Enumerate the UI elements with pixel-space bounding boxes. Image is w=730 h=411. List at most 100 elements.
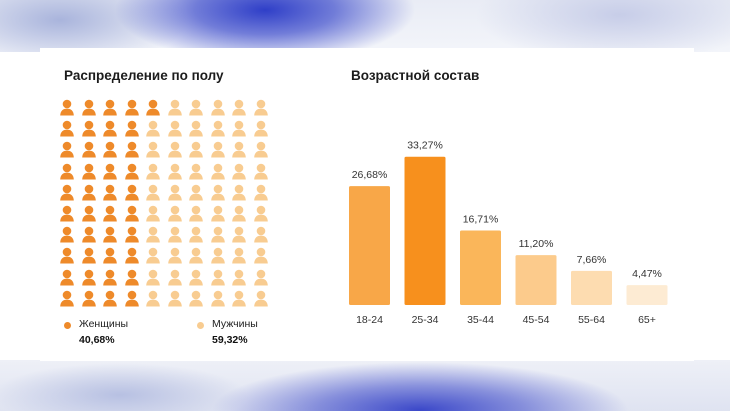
person-icon: [253, 269, 268, 286]
person-icon: [253, 290, 268, 307]
bar-35-44: [460, 230, 501, 305]
person-icon: [167, 290, 182, 307]
category-tick-label: 55-64: [578, 314, 605, 326]
person-icon: [124, 184, 139, 201]
women-legend-value: 40,68%: [79, 334, 115, 346]
person-icon: [253, 99, 268, 116]
person-icon: [103, 142, 117, 158]
person-icon: [232, 248, 246, 264]
person-icon: [60, 142, 74, 158]
category-tick-label: 65+: [638, 314, 656, 326]
person-icon: [81, 269, 96, 286]
person-icon: [60, 184, 74, 201]
person-icon: [124, 99, 139, 116]
bar-value-label: 11,20%: [519, 238, 554, 250]
person-icon: [210, 226, 225, 243]
person-icon: [103, 205, 117, 222]
gender-distribution-title: Распределение по полу: [64, 68, 224, 83]
person-icon: [232, 163, 246, 180]
person-icon: [103, 290, 117, 307]
person-icon: [189, 99, 203, 116]
category-tick-label: 45-54: [523, 314, 550, 326]
women-legend-dot: [64, 322, 71, 329]
person-icon: [189, 226, 203, 243]
person-icon: [124, 205, 139, 222]
person-icon: [103, 248, 117, 264]
person-icon: [81, 163, 96, 180]
person-icon: [124, 142, 139, 158]
person-icon: [232, 184, 246, 201]
person-icon: [232, 269, 246, 286]
background-bottom-texture: [0, 360, 730, 411]
men-legend-dot: [197, 322, 204, 329]
person-icon: [210, 248, 225, 264]
bar-25-34: [404, 156, 446, 305]
infographic-card: Распределение по полу Возрастной состав …: [40, 48, 694, 361]
bar-18-24: [349, 186, 390, 305]
person-icon: [253, 226, 268, 243]
person-icon: [81, 184, 96, 201]
category-tick-label: 35-44: [467, 314, 494, 326]
person-icon: [210, 163, 225, 180]
person-icon: [124, 120, 139, 137]
men-legend-value: 59,32%: [212, 334, 248, 346]
person-icon: [189, 248, 203, 264]
person-icon: [124, 226, 139, 243]
person-icon: [232, 290, 246, 307]
person-icon: [189, 184, 203, 201]
person-icon: [167, 163, 182, 180]
person-icon: [167, 120, 182, 137]
bar-value-label: 33,27%: [407, 140, 443, 152]
person-icon: [167, 99, 182, 116]
person-icon: [189, 269, 203, 286]
person-icon: [103, 226, 117, 243]
person-icon: [81, 120, 96, 137]
person-icon: [253, 142, 268, 158]
person-icon: [146, 184, 160, 201]
person-icon: [189, 290, 203, 307]
person-icon: [146, 226, 160, 243]
men-legend-label: Мужчины: [212, 318, 258, 330]
person-icon: [81, 290, 96, 307]
person-icon: [60, 99, 74, 116]
category-tick-label: 25-34: [412, 314, 439, 326]
person-icon: [60, 205, 74, 222]
person-icon: [146, 290, 160, 307]
women-legend-label: Женщины: [79, 318, 129, 330]
person-icon: [232, 226, 246, 243]
gender-pictogram-grid: [58, 98, 278, 310]
person-icon: [60, 163, 74, 180]
person-icon: [232, 142, 246, 158]
person-icon: [253, 248, 268, 264]
bar-value-label: 7,66%: [577, 254, 607, 266]
person-icon: [167, 226, 182, 243]
person-icon: [124, 269, 139, 286]
person-icon: [210, 99, 225, 116]
person-icon: [60, 269, 74, 286]
person-icon: [189, 120, 203, 137]
person-icon: [60, 120, 74, 137]
person-icon: [146, 248, 160, 264]
person-icon: [210, 269, 225, 286]
person-icon: [60, 290, 74, 307]
person-icon: [232, 205, 246, 222]
person-icon: [60, 226, 74, 243]
person-icon: [167, 248, 182, 264]
person-icon: [146, 142, 160, 158]
person-icon: [81, 99, 96, 116]
person-icon: [167, 142, 182, 158]
person-icon: [124, 163, 139, 180]
bar-value-label: 16,71%: [463, 214, 499, 226]
person-icon: [210, 184, 225, 201]
person-icon: [81, 205, 96, 222]
person-icon: [167, 205, 182, 222]
person-icon: [210, 205, 225, 222]
background-top-texture: [0, 0, 730, 52]
bar-55-64: [571, 270, 612, 305]
person-icon: [210, 142, 225, 158]
person-icon: [189, 205, 203, 222]
person-icon: [146, 120, 160, 137]
person-icon: [210, 290, 225, 307]
age-composition-title: Возрастной состав: [351, 68, 480, 83]
person-icon: [81, 226, 96, 243]
